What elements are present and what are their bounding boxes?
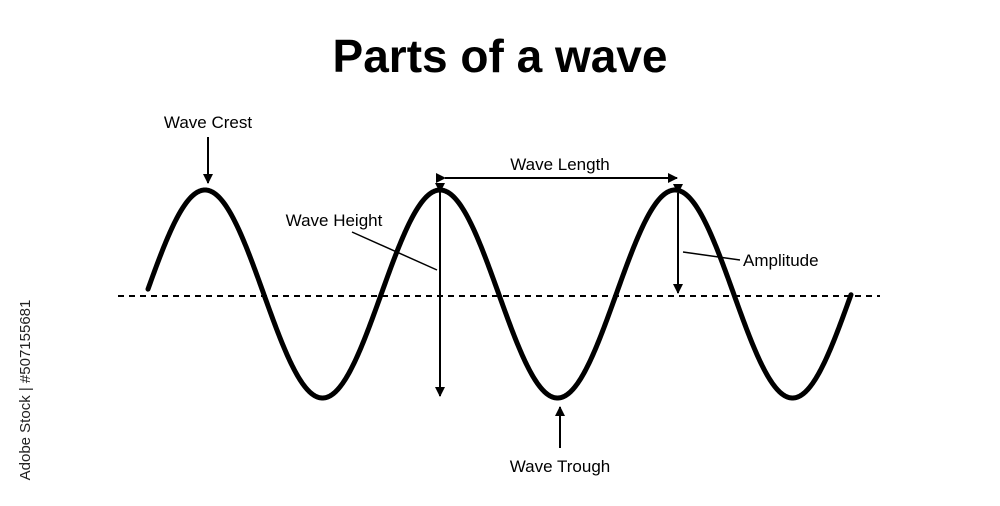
wave-curve [145, 187, 854, 401]
label-wave-height: Wave Height [286, 211, 383, 230]
page-title: Parts of a wave [333, 30, 668, 82]
label-amplitude: Amplitude [743, 251, 819, 270]
label-wave-length: Wave Length [510, 155, 610, 174]
label-wave-trough: Wave Trough [510, 457, 610, 476]
stock-id-text: Adobe Stock | #507155681 [17, 300, 34, 481]
label-wave-crest: Wave Crest [164, 113, 252, 132]
amplitude-pointer [682, 251, 741, 261]
wave-height-pointer [351, 231, 438, 271]
